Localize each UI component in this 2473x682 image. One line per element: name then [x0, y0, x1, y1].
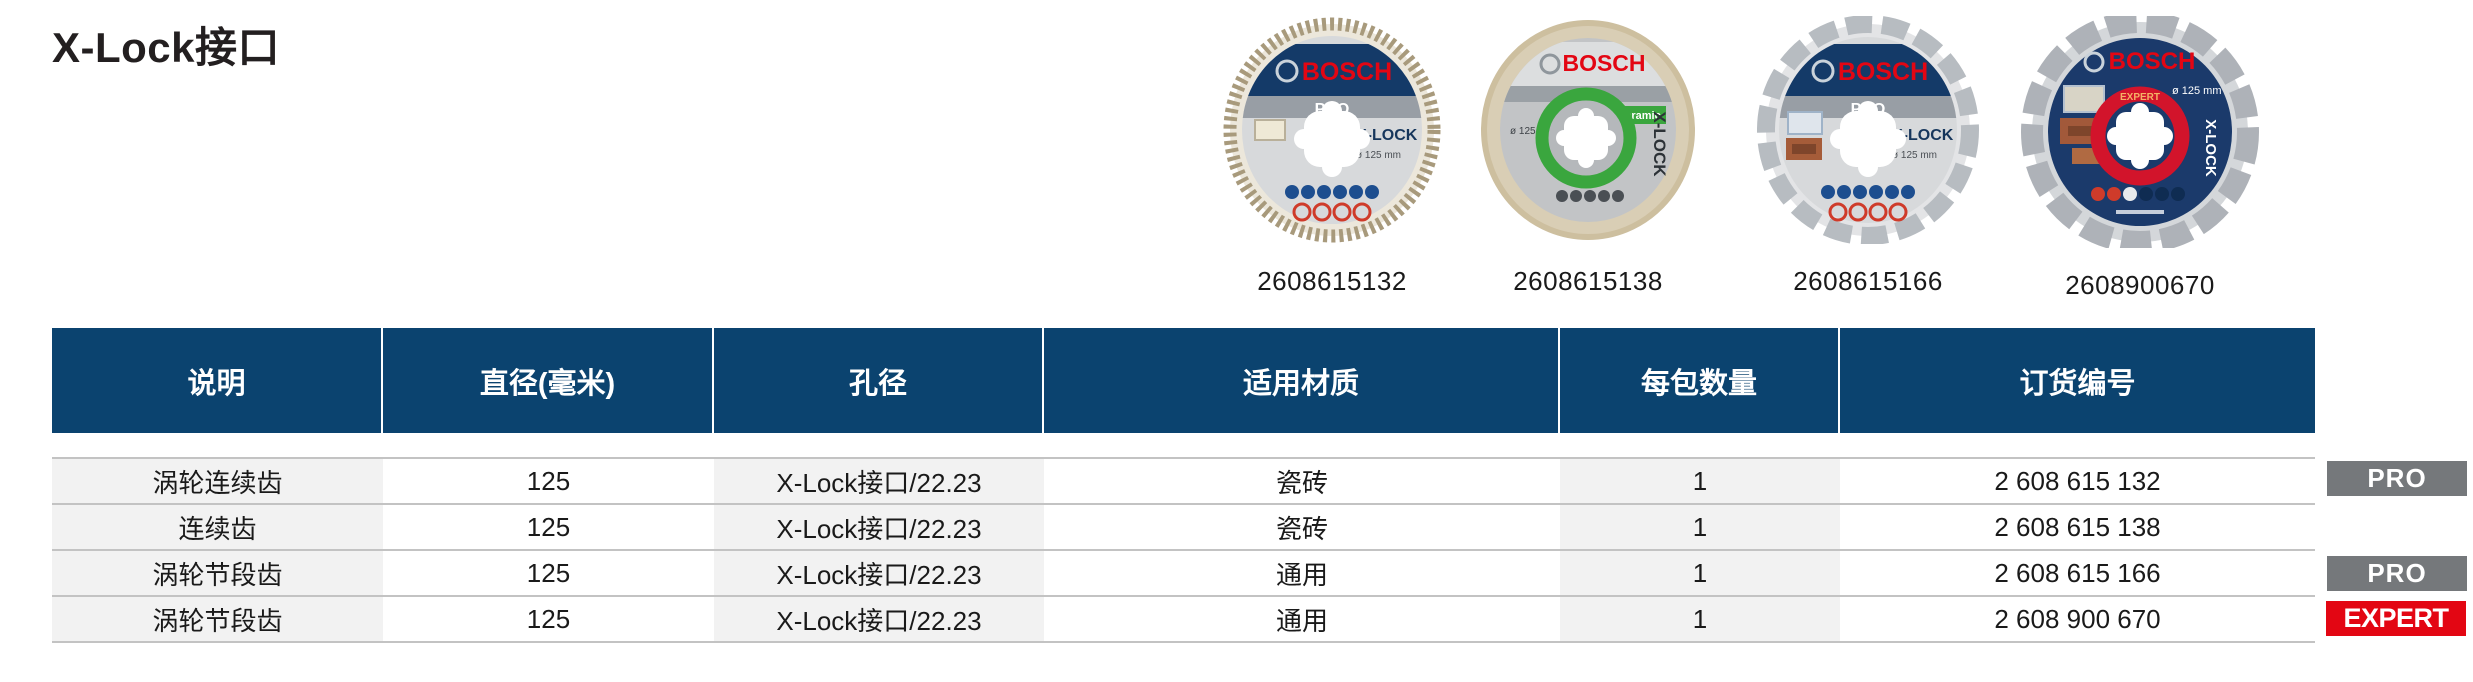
cell-pack-qty: 1: [1560, 505, 1840, 549]
bosch-emblem-icon: [1539, 53, 1561, 75]
xlock-logo-vertical: X-LOCK: [1650, 111, 1669, 177]
application-icons: [1821, 185, 1915, 199]
cell-pack-qty: 1: [1560, 551, 1840, 595]
xlock-logo-vertical: X-LOCK: [2202, 119, 2219, 177]
table-header-row: 说明 直径(毫米) 孔径 适用材质 每包数量 订货编号: [52, 328, 2315, 433]
expert-disc-image: BOSCH ø 125 mm EXPERT X-LOCK: [2021, 16, 2259, 248]
bosch-logo: BOSCH: [1562, 50, 1645, 76]
cell-order-no: 2 608 615 138: [1840, 505, 2315, 549]
xlock-center-hole: [1830, 101, 1906, 177]
table-row: 连续齿 125 X-Lock接口/22.23 瓷砖 1 2 608 615 13…: [52, 505, 2315, 551]
bosch-logo: BOSCH: [1838, 58, 1928, 86]
diameter-label: ø 125 mm: [1510, 126, 1555, 137]
cell-description: 连续齿: [52, 505, 383, 549]
product-sku: 2608615138: [1513, 266, 1663, 296]
product-thumbnail-2608615132[interactable]: BOSCH PRO X-LOCK ø 125 mm 2608615132: [1202, 16, 1462, 297]
cell-bore: X-Lock接口/22.23: [714, 551, 1044, 595]
cell-diameter: 125: [383, 459, 714, 503]
col-header-diameter: 直径(毫米): [383, 328, 714, 433]
col-header-material: 适用材质: [1044, 328, 1560, 433]
table-row: 涡轮连续齿 125 X-Lock接口/22.23 瓷砖 1 2 608 615 …: [52, 459, 2315, 505]
cell-diameter: 125: [383, 597, 714, 641]
pro-badge: PRO: [2327, 461, 2467, 496]
cell-material: 通用: [1044, 597, 1560, 641]
cell-material: 瓷砖: [1044, 459, 1560, 503]
product-thumbnail-2608615166[interactable]: BOSCH PRO X-LOCK ø 125 mm 2608615166: [1738, 16, 1998, 297]
turbo-disc-pro-image: BOSCH PRO X-LOCK ø 125 mm: [1223, 17, 1441, 243]
cell-description: 涡轮节段齿: [52, 551, 383, 595]
cell-bore: X-Lock接口/22.23: [714, 505, 1044, 549]
pro-badge: PRO: [2327, 556, 2467, 591]
product-sku: 2608615166: [1793, 266, 1943, 296]
cell-material: 瓷砖: [1044, 505, 1560, 549]
product-sku: 2608900670: [2065, 270, 2215, 300]
col-header-pack-qty: 每包数量: [1560, 328, 1840, 433]
product-sku: 2608615132: [1257, 266, 1407, 296]
diameter-label: ø 125 mm: [1892, 150, 1937, 161]
cell-pack-qty: 1: [1560, 459, 1840, 503]
xlock-logo: X-LOCK: [1356, 127, 1418, 144]
cell-diameter: 125: [383, 505, 714, 549]
application-icons: [2091, 187, 2185, 201]
product-thumbnail-2608615138[interactable]: BOSCH Ceramic ø 125 mm X-LOCK 2608615138: [1458, 16, 1718, 297]
application-icons: [1556, 190, 1624, 202]
xlock-logo: X-LOCK: [1892, 127, 1954, 144]
bosch-emblem-icon: [2083, 51, 2105, 73]
safety-icons: [1828, 202, 1908, 222]
xlock-center-hole: [1294, 101, 1370, 177]
material-brick-icon: [1786, 111, 1823, 160]
col-header-bore: 孔径: [714, 328, 1044, 433]
col-header-description: 说明: [52, 328, 383, 433]
cell-order-no: 2 608 615 132: [1840, 459, 2315, 503]
product-thumbnail-2608900670[interactable]: BOSCH ø 125 mm EXPERT X-LOCK: [2010, 16, 2270, 301]
cell-description: 涡轮连续齿: [52, 459, 383, 503]
application-icons: [1285, 185, 1379, 199]
cell-bore: X-Lock接口/22.23: [714, 597, 1044, 641]
ceramic-disc-image: BOSCH Ceramic ø 125 mm X-LOCK: [1481, 20, 1695, 240]
cell-material: 通用: [1044, 551, 1560, 595]
table-row: 涡轮节段齿 125 X-Lock接口/22.23 通用 1 2 608 615 …: [52, 551, 2315, 597]
table-body: 涡轮连续齿 125 X-Lock接口/22.23 瓷砖 1 2 608 615 …: [52, 457, 2315, 643]
diameter-label: ø 125 mm: [2172, 85, 2222, 97]
cell-bore: X-Lock接口/22.23: [714, 459, 1044, 503]
fine-print-line: [2116, 210, 2164, 214]
cell-description: 涡轮节段齿: [52, 597, 383, 641]
xlock-center-hole: [2107, 103, 2173, 169]
table-row: 涡轮节段齿 125 X-Lock接口/22.23 通用 1 2 608 900 …: [52, 597, 2315, 643]
cell-diameter: 125: [383, 551, 714, 595]
page-title: X-Lock接口: [52, 24, 281, 71]
material-tile-icon: [1254, 119, 1286, 141]
cell-pack-qty: 1: [1560, 597, 1840, 641]
cell-order-no: 2 608 900 670: [1840, 597, 2315, 641]
cell-order-no: 2 608 615 166: [1840, 551, 2315, 595]
safety-icons: [1292, 202, 1372, 222]
bosch-logo: BOSCH: [1302, 58, 1392, 86]
spec-table: 说明 直径(毫米) 孔径 适用材质 每包数量 订货编号 涡轮连续齿 125 X-…: [52, 328, 2315, 643]
bosch-logo: BOSCH: [2109, 48, 2196, 75]
bosch-emblem-icon: [1275, 59, 1299, 83]
expert-line-label: EXPERT: [2120, 92, 2160, 103]
xlock-center-hole: [1556, 108, 1616, 168]
col-header-order-no: 订货编号: [2019, 367, 2136, 400]
bosch-emblem-icon: [1811, 59, 1835, 83]
diameter-label: ø 125 mm: [1356, 150, 1401, 161]
segment-disc-pro-image: BOSCH PRO X-LOCK ø 125 mm: [1757, 16, 1979, 244]
expert-badge: EXPERT: [2326, 601, 2466, 636]
